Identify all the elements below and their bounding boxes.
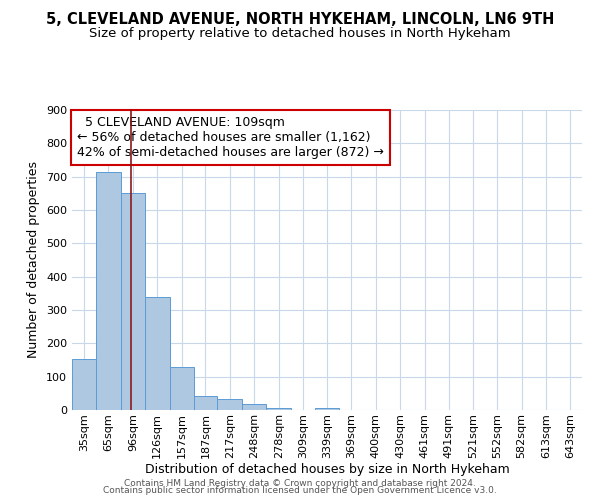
Bar — [242, 404, 266, 410]
Text: Contains public sector information licensed under the Open Government Licence v3: Contains public sector information licen… — [103, 486, 497, 495]
Bar — [266, 408, 291, 410]
X-axis label: Distribution of detached houses by size in North Hykeham: Distribution of detached houses by size … — [145, 464, 509, 476]
Bar — [72, 360, 96, 410]
Text: 5 CLEVELAND AVENUE: 109sqm
← 56% of detached houses are smaller (1,162)
42% of s: 5 CLEVELAND AVENUE: 109sqm ← 56% of deta… — [77, 116, 384, 159]
Text: Contains HM Land Registry data © Crown copyright and database right 2024.: Contains HM Land Registry data © Crown c… — [124, 478, 476, 488]
Bar — [170, 366, 194, 410]
Bar — [121, 194, 145, 410]
Bar — [315, 408, 339, 410]
Bar — [194, 396, 217, 410]
Bar — [96, 172, 121, 410]
Text: 5, CLEVELAND AVENUE, NORTH HYKEHAM, LINCOLN, LN6 9TH: 5, CLEVELAND AVENUE, NORTH HYKEHAM, LINC… — [46, 12, 554, 28]
Bar — [145, 298, 170, 410]
Text: Size of property relative to detached houses in North Hykeham: Size of property relative to detached ho… — [89, 28, 511, 40]
Y-axis label: Number of detached properties: Number of detached properties — [28, 162, 40, 358]
Bar — [217, 400, 242, 410]
